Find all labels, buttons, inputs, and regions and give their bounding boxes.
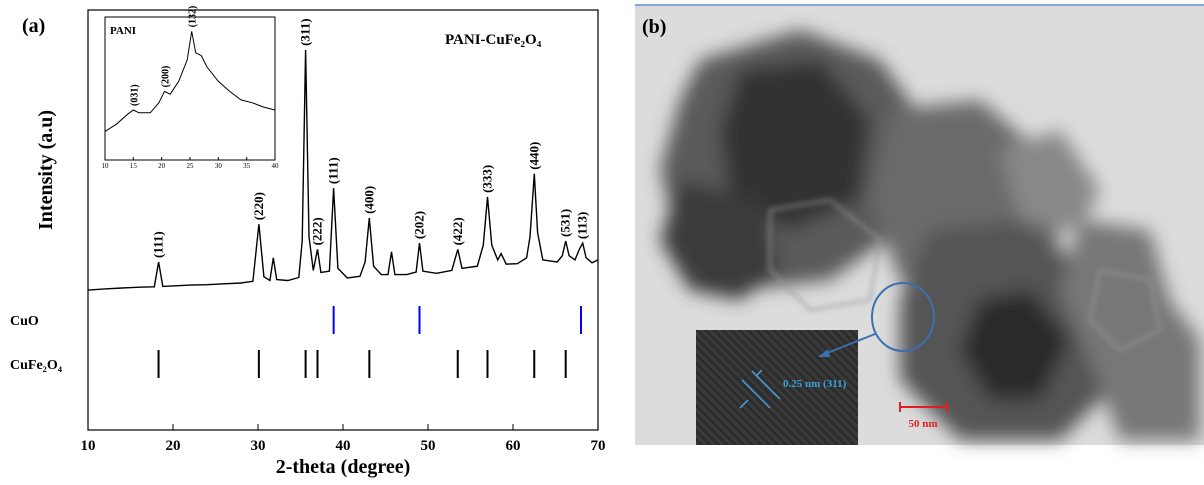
x-tick-label: 50 [421, 438, 436, 454]
x-tick-label: 20 [158, 162, 166, 170]
lattice-annotation: 0.25 nm (311) [783, 378, 847, 390]
peak-label: (031) [129, 84, 140, 106]
pointer-arrow [819, 333, 876, 357]
xrd-line [87, 49, 599, 291]
x-tick-label: 35 [243, 162, 251, 170]
fringe-marker [741, 379, 771, 409]
xrd-line [104, 31, 276, 132]
x-tick-label: 70 [591, 438, 606, 454]
tem-panel: 0.25 nm (311) 50 nm (b) [635, 4, 1204, 445]
x-tick-label: 40 [272, 162, 280, 170]
hrtem-inset [696, 330, 858, 445]
x-tick-label: 30 [251, 438, 266, 454]
peak-label: (113) [575, 212, 590, 239]
peak-label: (132) [188, 6, 199, 28]
x-tick-label: 40 [336, 438, 351, 454]
reference-label: CuFe₂O₄ [10, 358, 63, 373]
x-tick-label: 15 [130, 162, 138, 170]
arrow-head [818, 349, 830, 357]
x-tick-label: 30 [215, 162, 223, 170]
panel-label: (a) [22, 15, 45, 37]
chart-title: PANI-CuFe₂O₄ [445, 32, 542, 48]
peak-label: (440) [526, 142, 541, 170]
scale-bar-label: 50 nm [908, 418, 937, 430]
peak-label: (111) [326, 157, 341, 184]
peak-label: (220) [251, 192, 266, 220]
inset-title: PANI [110, 25, 136, 37]
x-axis-label: 2-theta (degree) [276, 456, 411, 478]
particle-edges [769, 198, 1162, 352]
peak-label: (222) [310, 217, 325, 245]
peak-label: (311) [298, 18, 313, 45]
peak-label: (422) [450, 217, 465, 245]
peak-label: (111) [151, 231, 166, 258]
peak-label: (202) [412, 211, 427, 239]
x-tick-label: 60 [506, 438, 521, 454]
peak-label: (333) [480, 165, 495, 193]
highlight-circle [871, 282, 935, 352]
y-axis-label: Intensity (a.u) [35, 110, 57, 230]
panel-label: (b) [642, 16, 666, 38]
x-tick-label: 10 [102, 162, 110, 170]
x-tick-label: 25 [187, 162, 195, 170]
reference-label: CuO [10, 314, 39, 329]
x-tick-label: 10 [81, 438, 96, 454]
peak-label: (531) [558, 209, 573, 237]
peak-label: (200) [161, 66, 172, 88]
peak-label: (400) [361, 186, 376, 214]
arrow [739, 399, 749, 409]
x-tick-label: 20 [166, 438, 181, 454]
arrow [755, 369, 763, 377]
particles [660, 30, 1200, 440]
